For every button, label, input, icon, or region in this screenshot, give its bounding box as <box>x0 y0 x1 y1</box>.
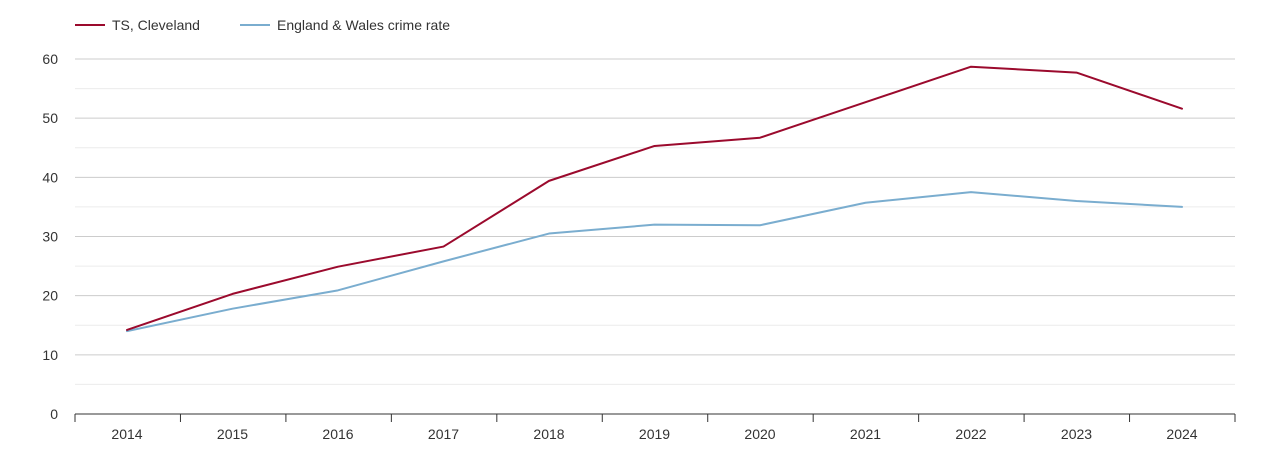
x-tick-label: 2020 <box>744 426 775 442</box>
legend-label-ts-cleveland: TS, Cleveland <box>112 17 200 33</box>
y-tick-label: 0 <box>50 406 58 422</box>
x-tick-label: 2015 <box>217 426 248 442</box>
series-line-ts-cleveland <box>126 65 1183 331</box>
x-tick-label: 2024 <box>1166 426 1197 442</box>
x-tick-label: 2022 <box>955 426 986 442</box>
series-line-england-wales-crime-rate <box>126 191 1183 333</box>
series-lines <box>126 65 1183 333</box>
x-tick-label: 2018 <box>533 426 564 442</box>
legend: TS, Cleveland England & Wales crime rate <box>75 17 450 33</box>
legend-label-england-wales: England & Wales crime rate <box>277 17 450 33</box>
y-tick-label: 10 <box>42 347 58 363</box>
grid <box>75 58 1235 415</box>
x-tick-label: 2017 <box>428 426 459 442</box>
x-tick-label: 2014 <box>111 426 142 442</box>
x-tick-label: 2016 <box>322 426 353 442</box>
x-tick-label: 2023 <box>1061 426 1092 442</box>
y-tick-label: 40 <box>42 169 58 185</box>
x-tick-label: 2021 <box>850 426 881 442</box>
y-tick-label: 60 <box>42 51 58 67</box>
y-tick-label: 30 <box>42 229 58 245</box>
x-axis: 2014 2015 2016 2017 2018 2019 2020 2021 2022 2023… <box>74 414 1236 442</box>
y-tick-label: 20 <box>42 288 58 304</box>
y-axis: 0 10 20 30 40 50 60 <box>42 51 58 422</box>
x-tick-label: 2019 <box>639 426 670 442</box>
y-tick-label: 50 <box>42 110 58 126</box>
